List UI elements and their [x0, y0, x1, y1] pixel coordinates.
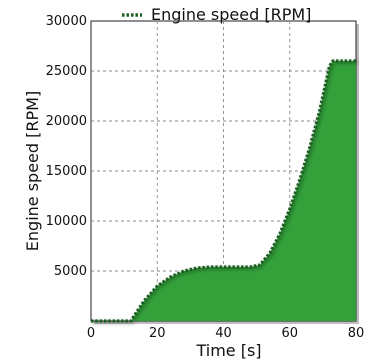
series-area-0: [91, 61, 356, 321]
legend-entry-engine-speed: Engine speed [RPM]: [151, 5, 311, 24]
series-line-0: [91, 59, 356, 323]
x-tick-label-80: 80: [348, 326, 365, 341]
x-tick-label-0: 0: [87, 326, 95, 341]
x-tick-label-20: 20: [149, 326, 166, 341]
y-tick-label-10000: 10000: [46, 214, 87, 229]
y-tick-label-30000: 30000: [46, 14, 87, 29]
y-tick-label-5000: 5000: [54, 264, 87, 279]
x-tick-label-60: 60: [281, 326, 298, 341]
y-tick-label-25000: 25000: [46, 64, 87, 79]
tick-labels: 0 20 40 60 80 5000 10000 15000 20000 25000 30000: [46, 14, 365, 341]
x-tick-label-40: 40: [215, 326, 232, 341]
y-axis-label: Engine speed [RPM]: [23, 91, 42, 251]
x-axis-label: Time [s]: [195, 341, 261, 360]
legend: Engine speed [RPM]: [122, 5, 311, 24]
y-tick-label-20000: 20000: [46, 114, 87, 129]
series-layer: [91, 59, 356, 323]
y-tick-label-15000: 15000: [46, 164, 87, 179]
